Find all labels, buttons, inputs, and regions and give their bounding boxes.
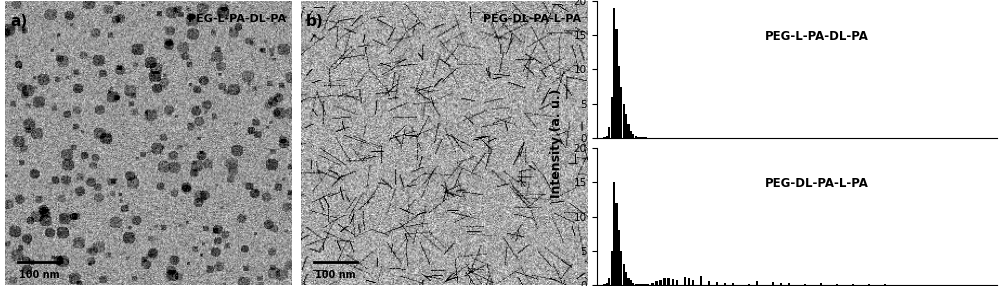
Bar	[618, 230, 620, 285]
Bar	[884, 284, 886, 285]
Bar	[723, 283, 725, 285]
Bar	[715, 282, 717, 285]
Bar	[615, 29, 617, 138]
Bar	[731, 283, 733, 285]
Bar	[820, 283, 822, 285]
Bar	[622, 264, 625, 285]
Bar	[606, 283, 608, 285]
Bar	[671, 279, 673, 285]
Bar	[613, 182, 615, 285]
Bar	[707, 281, 709, 285]
Text: a): a)	[10, 13, 28, 29]
Bar	[699, 276, 701, 285]
Bar	[610, 97, 613, 138]
Bar	[610, 251, 613, 285]
Text: PEG-DL-PA-L-PA: PEG-DL-PA-L-PA	[483, 13, 581, 23]
Bar	[659, 280, 661, 285]
Bar	[620, 251, 622, 285]
Bar	[772, 282, 774, 285]
Text: 100 nm: 100 nm	[19, 270, 60, 280]
Bar	[639, 284, 641, 285]
Bar	[747, 283, 749, 285]
Bar	[868, 284, 870, 285]
Bar	[788, 283, 790, 285]
Bar	[608, 278, 610, 285]
Bar	[608, 127, 610, 138]
Bar	[618, 66, 620, 138]
Bar	[632, 283, 634, 285]
Text: PEG-L-PA-DL-PA: PEG-L-PA-DL-PA	[187, 13, 286, 23]
Bar	[630, 131, 632, 138]
Bar	[637, 137, 639, 138]
Text: b): b)	[307, 13, 324, 29]
Bar	[620, 86, 622, 138]
Bar	[625, 114, 627, 138]
Bar	[603, 137, 605, 138]
Bar	[637, 284, 639, 285]
Bar	[630, 281, 632, 285]
Bar	[603, 284, 605, 285]
Bar	[683, 277, 685, 285]
Bar	[634, 136, 637, 138]
Bar	[675, 281, 677, 285]
Bar	[622, 104, 625, 138]
Bar	[644, 284, 646, 285]
Bar	[780, 283, 782, 285]
Bar	[613, 8, 615, 138]
Bar	[687, 279, 689, 285]
Text: Intensity (a. u.): Intensity (a. u.)	[550, 88, 562, 198]
Bar	[655, 281, 657, 285]
Bar	[606, 136, 608, 138]
Bar	[691, 280, 693, 285]
Bar	[625, 272, 627, 285]
Bar	[634, 283, 637, 285]
Bar	[667, 278, 669, 285]
Bar	[651, 283, 653, 285]
Text: PEG-DL-PA-L-PA: PEG-DL-PA-L-PA	[765, 176, 869, 190]
Bar	[663, 279, 665, 285]
Bar	[642, 284, 644, 285]
Bar	[627, 124, 629, 138]
Bar	[836, 284, 838, 285]
Text: PEG-L-PA-DL-PA: PEG-L-PA-DL-PA	[765, 29, 869, 43]
Bar	[852, 284, 854, 285]
Bar	[615, 203, 617, 285]
Bar	[627, 278, 629, 285]
Bar	[804, 283, 806, 285]
Bar	[632, 134, 634, 138]
Text: 100 nm: 100 nm	[315, 270, 356, 280]
Bar	[756, 281, 758, 285]
Bar	[639, 137, 641, 138]
